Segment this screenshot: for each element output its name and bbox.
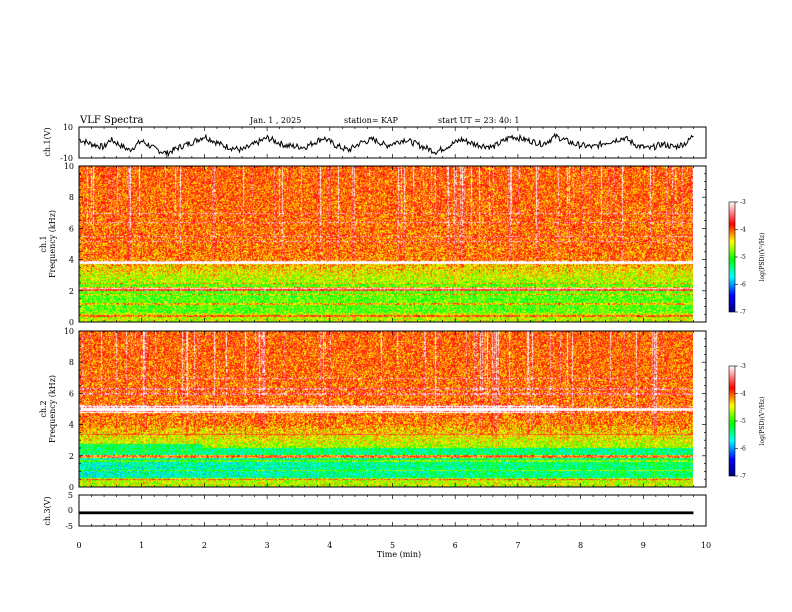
x-tick-label: 4 [327,541,332,550]
start-time-label: start UT = 23: 40: 1 [438,116,519,125]
ch1-spec-ylabel-line1: ch.1 [39,235,48,252]
ch2-spec-ylabel-line2: Frequency (kHz) [48,375,57,443]
ch2-spectrogram-ticks [78,330,707,488]
ch3-waveform-band [79,511,694,515]
y-tick-label: 2 [69,287,74,296]
y-tick-label: 6 [69,389,74,398]
y-tick-label: 0 [69,318,74,327]
ch1-spectrogram-image [79,166,693,322]
header: VLF Spectra Jan. 1 , 2025 station= KAP s… [79,115,519,126]
ch1-colorbar-label: log(PSD)(V²/Hz) [759,233,766,282]
ch1-spectrogram-ytick-labels: 0 2 4 6 8 10 [64,162,74,327]
colorbar-tick-label: -6 [740,446,746,453]
ch3-ytick-top: 5 [68,491,73,500]
y-tick-label: 0 [69,483,74,492]
x-tick-label: 2 [202,541,207,550]
y-tick-label: 8 [69,193,74,202]
station-label: station= KAP [344,116,399,125]
y-tick-label: 10 [64,327,74,336]
ch2-colorbar-gradient [728,365,736,477]
x-tick-label: 9 [641,541,646,550]
x-axis-tick-labels: 0 1 2 3 4 5 6 7 8 9 10 [76,541,711,550]
ch1-waveform-panel: 10 -10 ch.1(V) [43,123,707,163]
colorbar-tick-label: -5 [740,254,746,261]
ch1-spec-ylabel-line2: Frequency (kHz) [48,210,57,278]
ch2-colorbar: -3 -4 -5 -6 -7 log(PSD)(V²/Hz) [728,363,766,480]
ch3-ylabel: ch.3(V) [43,496,52,525]
ch2-spectrogram-panel: 0 2 4 6 8 10 ch.2 Frequency (kHz) -3 -4 -5 -6 -7 … [39,327,766,492]
y-tick-label: 2 [69,452,74,461]
ch2-spectrogram-image [79,331,693,487]
x-tick-label: 3 [265,541,270,550]
ch1-spectrogram-panel: 0 2 4 6 8 10 ch.1 Frequency (kHz) -3 -4 -5 -6 -7 … [39,162,766,327]
y-tick-label: 10 [64,162,74,171]
ch3-ytick-bottom: -5 [65,522,73,531]
ch3-waveform-panel: 5 0 -5 ch.3(V) [43,491,707,531]
ch3-waveform-frame [78,494,707,527]
x-tick-label: 0 [76,541,81,550]
x-tick-label: 7 [515,541,520,550]
colorbar-tick-label: -4 [740,391,746,398]
figure-title: VLF Spectra [79,115,144,126]
ch1-waveform-ticks [78,127,707,158]
ch2-spectrogram-ytick-labels: 0 2 4 6 8 10 [64,327,74,492]
colorbar-tick-label: -7 [740,309,746,316]
ch1-colorbar: -3 -4 -5 -6 -7 log(PSD)(V²/Hz) [728,199,766,316]
ch2-colorbar-label: log(PSD)(V²/Hz) [759,397,766,446]
ch2-spec-ylabel-line1: ch.2 [39,400,48,417]
ch1-colorbar-tick-labels: -3 -4 -5 -6 -7 [735,199,746,316]
x-tick-label: 10 [701,541,711,550]
ch1-waveform-line [78,132,694,158]
y-tick-label: 8 [69,358,74,367]
ch2-colorbar-tick-labels: -3 -4 -5 -6 -7 [735,363,746,480]
y-tick-label: 4 [69,421,74,430]
ch3-waveform-ticks [78,495,707,526]
y-tick-label: 6 [69,224,74,233]
ch1-ylabel: ch.1(V) [43,127,52,156]
x-tick-label: 5 [390,541,395,550]
x-tick-label: 8 [578,541,583,550]
x-tick-label: 6 [453,541,458,550]
x-axis-label: Time (min) [377,550,421,559]
x-tick-label: 1 [139,541,144,550]
ch1-ytick-bottom: -10 [60,154,73,163]
colorbar-tick-label: -7 [740,473,746,480]
y-tick-label: 4 [69,256,74,265]
colorbar-tick-label: -4 [740,227,746,234]
colorbar-tick-label: -6 [740,282,746,289]
date-label: Jan. 1 , 2025 [249,116,301,125]
colorbar-tick-label: -3 [740,199,746,206]
ch1-spectrogram-ticks [78,165,707,323]
ch1-colorbar-gradient [728,201,736,313]
colorbar-tick-label: -3 [740,363,746,370]
colorbar-tick-label: -5 [740,418,746,425]
ch3-ytick-mid: 0 [68,506,73,515]
ch1-ytick-top: 10 [63,123,73,132]
